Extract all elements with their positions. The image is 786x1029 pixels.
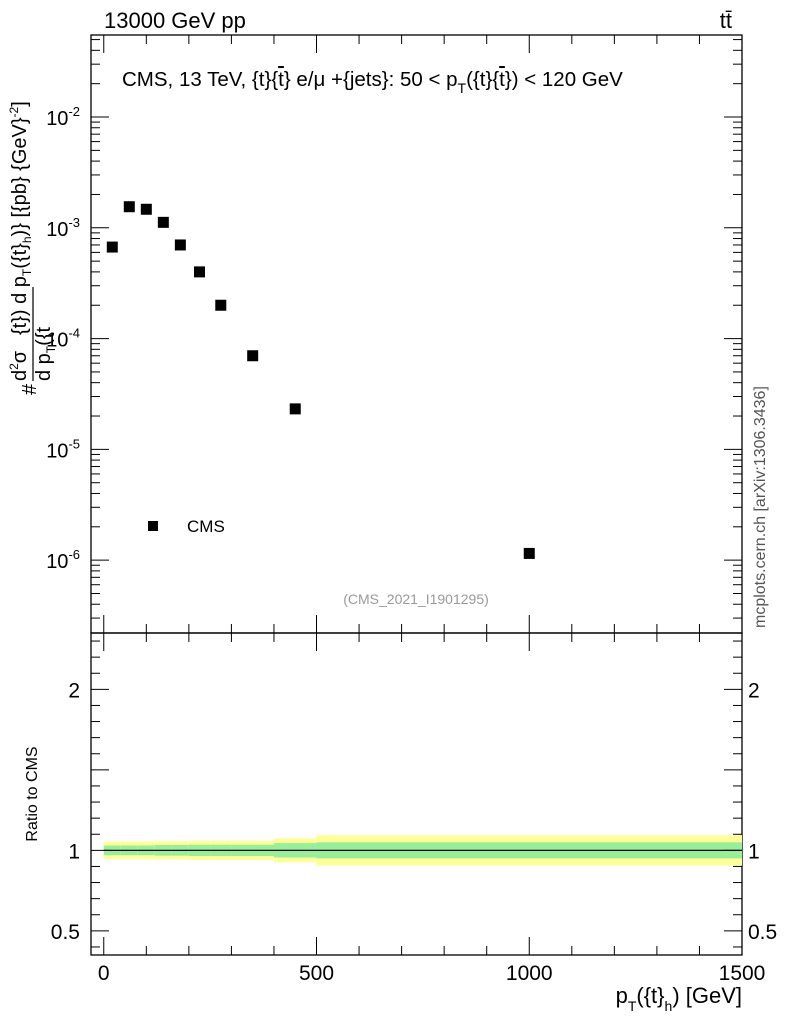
ratio-y-tick-label-right-0: 0.5	[748, 921, 777, 944]
y-tick-label-4: 10-2	[46, 104, 80, 130]
ratio-y-tick-label-right-1: 1	[748, 840, 760, 863]
x-axis-label: pT({t}h) [GeV]	[616, 983, 742, 1014]
legend-marker	[148, 521, 158, 531]
chart-title: CMS, 13 TeV, {t}{t} e/μ +{jets}: 50 < pT…	[122, 68, 623, 96]
ratio-y-tick-label-left-1: 1	[68, 840, 80, 863]
y-tick-label-0: 10-6	[46, 547, 80, 573]
legend-label: CMS	[187, 517, 225, 536]
y-tick-label-3: 10-3	[46, 215, 80, 241]
ratio-axis-ticks: 0.5 0.5 1 1 2 2 0 500 1000 1500	[51, 633, 777, 985]
data-point-3	[157, 216, 169, 228]
svg-text:{t}) d pT({t}h)} [{pb} {GeV}-2: {t}) d pT({t}h)} [{pb} {GeV}-2]	[7, 101, 34, 335]
svg-text:d2σ: d2σ	[7, 350, 31, 381]
ratio-y-label: Ratio to CMS	[24, 746, 41, 841]
data-point-9	[523, 547, 535, 559]
y-tick-label-1: 10-5	[46, 436, 80, 462]
x-tick-label-3: 1500	[719, 962, 766, 985]
data-point-0	[106, 241, 118, 253]
data-point-5	[194, 266, 205, 278]
x-tick-label-0: 0	[98, 962, 110, 985]
x-tick-label-1: 500	[299, 962, 334, 985]
ratio-y-tick-label-left-2: 2	[68, 679, 80, 702]
side-source-label: mcplots.cern.ch [arXiv:1306.3436]	[752, 386, 769, 628]
data-point-8	[289, 403, 301, 415]
data-point-6	[215, 299, 227, 311]
main-frame	[90, 34, 743, 634]
x-tick-label-2: 1000	[506, 962, 553, 985]
ratio-frame	[90, 632, 743, 956]
analysis-watermark: (CMS_2021_I1901295)	[343, 591, 489, 607]
svg-text:#: #	[19, 383, 41, 395]
main-y-label: # d2σ d pT({t {t}) d pT({t}h)} [{pb} {Ge…	[7, 101, 58, 395]
data-point-7	[247, 350, 259, 362]
data-point-2	[140, 203, 152, 215]
svg-text:d pT({t: d pT({t	[33, 327, 58, 381]
data-point-1	[123, 201, 135, 213]
data-point-4	[174, 239, 186, 251]
main-axis-ticks: 10-6 10-5 10-4 10-3 10-2	[46, 35, 743, 633]
ratio-y-tick-label-left-0: 0.5	[51, 921, 80, 944]
ratio-y-tick-label-right-2: 2	[748, 679, 760, 702]
data-points	[106, 201, 535, 559]
header-left: 13000 GeV pp	[104, 8, 246, 33]
header-right: tt̄	[720, 8, 732, 33]
y-tick-label-2: 10-4	[46, 326, 80, 352]
